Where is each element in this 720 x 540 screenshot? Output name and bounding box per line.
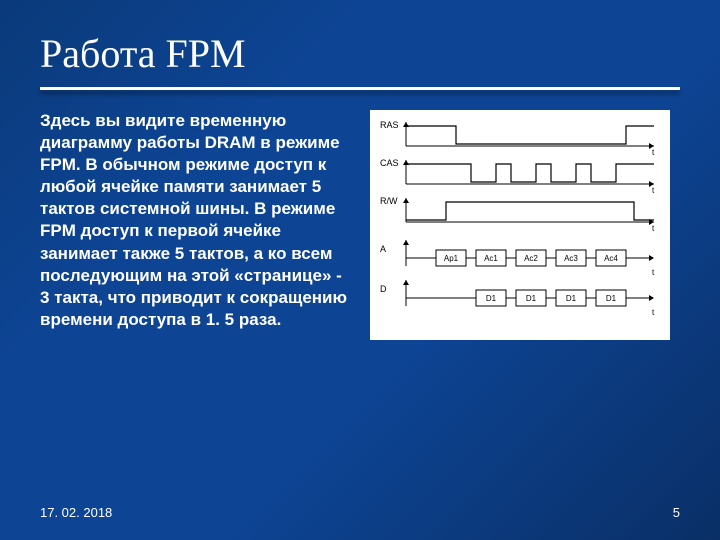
slide: Работа FPM Здесь вы видите временную диа… bbox=[0, 0, 720, 540]
svg-text:t: t bbox=[652, 186, 655, 195]
footer: 17. 02. 2018 5 bbox=[40, 495, 680, 520]
svg-text:Aс3: Aс3 bbox=[564, 254, 578, 263]
svg-text:D1: D1 bbox=[606, 294, 617, 303]
timing-diagram-svg: RAS t CAS t R/W t At Aр1 Aс1 Aс2 Aс3 Aс4 Dt D1 D1 D1 D1 bbox=[376, 116, 664, 334]
body-text: Здесь вы видите временную диаграмму рабо… bbox=[40, 110, 350, 495]
svg-text:t: t bbox=[652, 308, 655, 317]
svg-text:RAS: RAS bbox=[380, 120, 399, 130]
svg-text:Aс4: Aс4 bbox=[604, 254, 618, 263]
svg-text:t: t bbox=[652, 224, 655, 233]
svg-text:A: A bbox=[380, 244, 386, 254]
svg-text:t: t bbox=[652, 148, 655, 157]
svg-text:Aс2: Aс2 bbox=[524, 254, 538, 263]
svg-text:CAS: CAS bbox=[380, 158, 399, 168]
footer-page: 5 bbox=[673, 505, 680, 520]
footer-date: 17. 02. 2018 bbox=[40, 505, 112, 520]
svg-text:Aр1: Aр1 bbox=[444, 254, 459, 263]
slide-title: Работа FPM bbox=[40, 30, 680, 77]
svg-text:D: D bbox=[380, 284, 387, 294]
svg-text:D1: D1 bbox=[486, 294, 497, 303]
svg-text:R/W: R/W bbox=[380, 196, 398, 206]
svg-text:Aс1: Aс1 bbox=[484, 254, 498, 263]
title-divider bbox=[40, 87, 680, 90]
content-row: Здесь вы видите временную диаграмму рабо… bbox=[40, 110, 680, 495]
svg-text:D1: D1 bbox=[566, 294, 577, 303]
timing-diagram: RAS t CAS t R/W t At Aр1 Aс1 Aс2 Aс3 Aс4 Dt D1 D1 D1 D1 bbox=[370, 110, 670, 340]
svg-text:D1: D1 bbox=[526, 294, 537, 303]
svg-text:t: t bbox=[652, 268, 655, 277]
